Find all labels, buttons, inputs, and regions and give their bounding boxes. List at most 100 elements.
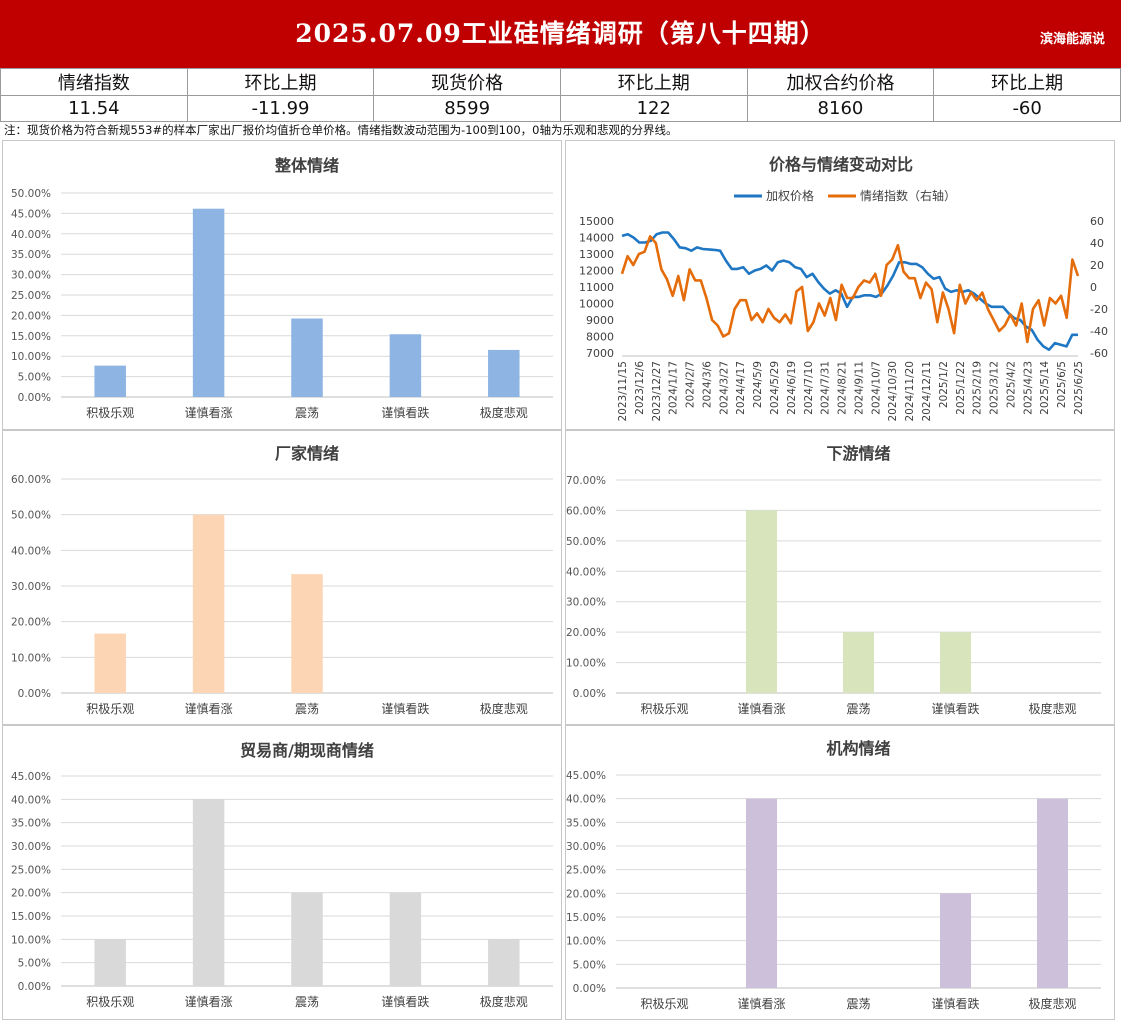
y-tick-label-left: 8000: [586, 331, 614, 344]
y-tick-label: 30.00%: [566, 841, 606, 853]
y-tick-label: 30.00%: [566, 597, 606, 609]
y-tick-label-right: -20: [1090, 303, 1108, 316]
page-title: 2025.07.09工业硅情绪调研（第八十四期）: [295, 19, 826, 48]
y-tick-label: 35.00%: [11, 818, 51, 830]
x-tick-label: 2024/7/10: [803, 361, 815, 415]
y-tick-label: 45.00%: [11, 771, 51, 783]
summary-header-cell: 加权合约价格: [746, 68, 935, 96]
x-tick-label: 2024/3/27: [718, 361, 730, 415]
x-tick-label: 2025/3/12: [989, 361, 1001, 415]
y-tick-label: 20.00%: [566, 888, 606, 900]
y-tick-label: 25.00%: [11, 290, 51, 302]
y-tick-label: 40.00%: [566, 566, 606, 578]
summary-header-cell: 环比上期: [186, 68, 375, 96]
bar: [291, 318, 323, 397]
x-tick-label: 震荡: [846, 702, 870, 716]
overall-sentiment-svg: 整体情绪 0.00% 5.00% 10.00% 15.00% 20.00% 25.00% 30…: [11, 156, 553, 420]
x-tick-label: 2024/5/9: [752, 361, 764, 408]
x-tick-label: 谨慎看跌: [931, 996, 979, 1011]
x-tick-label: 谨慎看涨: [185, 701, 233, 716]
left-axis: 7000 8000 9000 10000 11000 12000 13000 14000 150…: [579, 215, 614, 360]
x-tick-label: 2023/12/6: [634, 361, 646, 415]
bar: [291, 892, 323, 986]
summary-value-cell: 8160: [746, 95, 935, 122]
x-tick-label: 2024/3/6: [701, 361, 713, 408]
y-tick-label-right: 20: [1090, 259, 1104, 272]
y-tick-label: 10.00%: [566, 658, 606, 670]
y-tick-label: 40.00%: [11, 545, 51, 557]
y-tick-label: 20.00%: [11, 617, 51, 629]
x-tick-label: 谨慎看跌: [381, 701, 429, 716]
y-tick-label: 35.00%: [11, 249, 51, 261]
bar: [291, 574, 323, 693]
chart-title: 机构情绪: [826, 739, 890, 758]
y-tick-label-right: 40: [1090, 237, 1104, 250]
summary-value-cell: -11.99: [186, 95, 375, 122]
legend-label: 加权价格: [766, 188, 814, 203]
y-tick-label: 15.00%: [11, 911, 51, 923]
x-tick-label: 积极乐观: [86, 995, 134, 1009]
y-tick-label: 25.00%: [11, 864, 51, 876]
y-tick-label: 15.00%: [566, 912, 606, 924]
x-tick-label: 2025/1/22: [955, 361, 967, 415]
y-tick-label: 30.00%: [11, 581, 51, 593]
y-tick-label-left: 9000: [586, 314, 614, 327]
y-tick-label: 30.00%: [11, 270, 51, 282]
x-tick-label: 极度悲观: [480, 405, 528, 420]
y-tick-label-left: 13000: [579, 248, 614, 261]
x-axis: 2023/11/15 2023/12/6 2023/12/27 2024/1/17 20…: [617, 361, 1085, 422]
bar: [94, 633, 126, 693]
institution-sentiment-svg: 机构情绪 0.00% 5.00% 10.00% 15.00% 20.00% 25.00% 30…: [566, 739, 1101, 1011]
x-tick-label: 2025/4/2: [1005, 361, 1017, 408]
y-tick-label: 70.00%: [566, 475, 606, 487]
summary-header-cell: 现货价格: [373, 68, 561, 96]
x-tick-label: 2024/8/21: [837, 361, 849, 415]
summary-value-cell: -60: [933, 95, 1121, 122]
x-tick-label: 2024/11/20: [904, 361, 916, 422]
source-label: 滨海能源说: [1039, 32, 1105, 47]
y-axis: 0.00% 5.00% 10.00% 15.00% 20.00% 25.00% 30.00%…: [11, 771, 553, 993]
x-tick-label: 震荡: [295, 406, 319, 420]
y-tick-label-left: 11000: [579, 281, 614, 294]
header-banner: 2025.07.09工业硅情绪调研（第八十四期） 滨海能源说: [0, 0, 1121, 68]
bar: [745, 510, 778, 693]
downstream-sentiment-svg: 下游情绪 0.00% 10.00% 20.00% 30.00% 40.00% 50.00% 6…: [566, 444, 1101, 716]
bar: [939, 893, 972, 988]
legend: 加权价格 情绪指数（右轴）: [734, 188, 956, 203]
y-tick-label: 60.00%: [566, 505, 606, 517]
x-tick-label: 积极乐观: [640, 997, 688, 1011]
y-tick-label: 50.00%: [566, 536, 606, 548]
price-sentiment-chart: 价格与情绪变动对比 加权价格 情绪指数（右轴） 7000 8000 9000 10000 11…: [565, 140, 1115, 430]
x-tick-label: 2024/12/11: [921, 361, 933, 422]
x-tick-label: 2024/5/29: [769, 361, 781, 415]
y-tick-label: 10.00%: [11, 934, 51, 946]
y-tick-label-right: 60: [1090, 215, 1104, 228]
y-tick-label: 35.00%: [566, 817, 606, 829]
x-tick-label: 积极乐观: [86, 406, 134, 420]
bar: [488, 939, 520, 986]
summary-value-cell: 11.54: [0, 95, 188, 122]
x-tick-label: 谨慎看涨: [737, 996, 785, 1011]
sentiment-series-line: [620, 235, 1080, 344]
x-tick-label: 极度悲观: [1028, 996, 1076, 1011]
summary-header-cell: 情绪指数: [0, 68, 188, 96]
x-tick-label: 震荡: [295, 995, 319, 1009]
x-tick-label: 震荡: [846, 997, 870, 1011]
y-tick-label: 0.00%: [573, 983, 606, 995]
summary-table: 情绪指数 环比上期 现货价格 环比上期 加权合约价格 环比上期 11.54 -1…: [0, 68, 1121, 122]
bar: [389, 334, 422, 397]
x-tick-label: 2025/6/5: [1056, 361, 1068, 408]
chart-title: 整体情绪: [274, 156, 339, 175]
summary-value-row: 11.54 -11.99 8599 122 8160 -60: [0, 95, 1121, 122]
price-series-line: [621, 231, 1078, 351]
factory-sentiment-chart: 厂家情绪 0.00% 10.00% 20.00% 30.00% 40.00% 50.00% 6…: [2, 430, 562, 725]
y-tick-label: 45.00%: [566, 770, 606, 782]
bar: [192, 514, 225, 693]
x-tick-label: 2025/1/2: [938, 361, 950, 408]
y-tick-label: 0.00%: [18, 688, 51, 700]
y-tick-label: 10.00%: [11, 652, 51, 664]
y-tick-label: 0.00%: [18, 392, 51, 404]
x-tick-label: 2024/1/17: [668, 361, 680, 415]
x-tick-label: 积极乐观: [86, 702, 134, 716]
